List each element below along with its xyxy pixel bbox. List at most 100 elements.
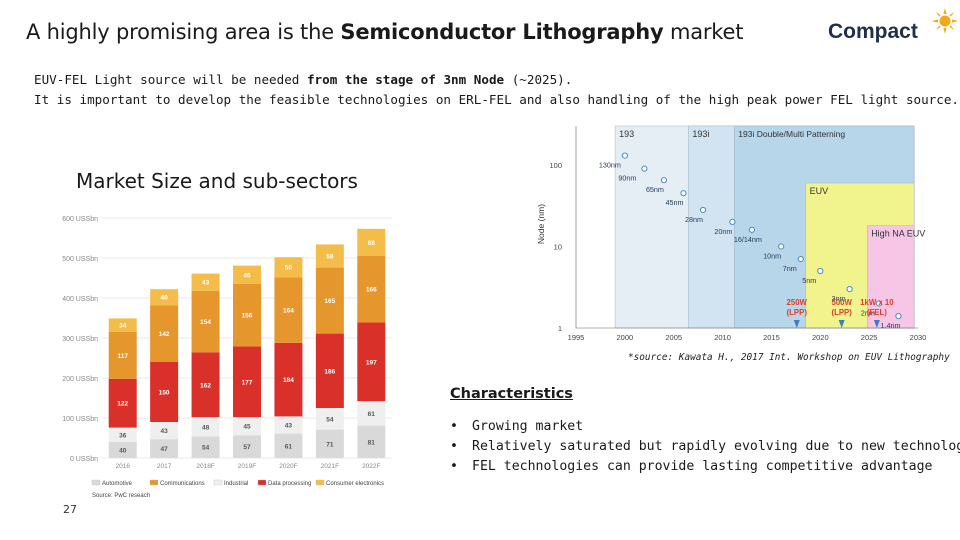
data-point xyxy=(680,190,687,197)
data-label: 186 xyxy=(324,368,335,375)
data-label: 40 xyxy=(161,295,169,302)
data-label: 71 xyxy=(326,441,334,448)
region-label: High NA EUV xyxy=(871,229,925,239)
bar-segment xyxy=(150,439,179,458)
data-label: 81 xyxy=(368,439,376,446)
x-tick-label: 2025 xyxy=(861,333,878,342)
point-label: 20nm xyxy=(714,227,732,236)
intro-line-1-prefix: EUV-FEL Light source will be needed xyxy=(34,72,307,87)
data-label: 45 xyxy=(243,424,251,431)
y-tick-label: 1 xyxy=(558,324,562,333)
data-point xyxy=(621,152,628,159)
bar-segment xyxy=(315,267,344,334)
bar-segment xyxy=(274,342,303,417)
y-axis-label: Node (nm) xyxy=(536,204,546,244)
legend-label: Automotive xyxy=(102,481,133,487)
data-point xyxy=(748,226,755,233)
data-label: 43 xyxy=(285,423,293,430)
y-tick-label: 0 USSbn xyxy=(70,456,98,463)
point-label: 16/14nm xyxy=(734,235,762,244)
bar-segment xyxy=(108,332,137,379)
x-tick-label: 2000 xyxy=(617,333,634,342)
data-label: 117 xyxy=(117,353,128,360)
intro-text: EUV-FEL Light source will be needed from… xyxy=(34,70,959,110)
data-label: 197 xyxy=(366,359,377,366)
data-point xyxy=(817,267,824,275)
bar-segment xyxy=(191,352,220,418)
bar-segment xyxy=(274,277,303,343)
region-label: 193i Double/Multi Patterning xyxy=(738,129,845,139)
bar-segment xyxy=(233,265,261,284)
title-prefix: A highly promising area is the xyxy=(26,20,341,44)
bar-segment xyxy=(315,333,344,408)
data-point xyxy=(797,255,804,263)
bar-segment xyxy=(191,436,220,458)
legend-swatch xyxy=(149,479,159,486)
annotation-label: (LPP) xyxy=(832,308,853,317)
bar-segment xyxy=(274,433,303,458)
x-tick-label: 2005 xyxy=(665,333,682,342)
bar-segment xyxy=(315,429,344,458)
x-tick-label: 1995 xyxy=(568,333,585,342)
x-tick-label: 2015 xyxy=(763,333,780,342)
data-label: 164 xyxy=(283,308,294,315)
legend-label: Data processing xyxy=(268,481,311,487)
legend-swatch xyxy=(213,479,223,486)
data-label: 177 xyxy=(242,379,253,386)
y-tick-label: 200 USSbn xyxy=(62,376,98,383)
title-highlight: Semiconductor Lithography xyxy=(340,20,664,44)
bar-segment xyxy=(357,401,386,426)
bar-segment xyxy=(315,408,344,430)
data-label: 61 xyxy=(368,411,376,418)
legend-swatch xyxy=(315,479,325,486)
section-title: Market Size and sub-sectors xyxy=(76,169,358,193)
y-tick-label: 100 USSbn xyxy=(62,416,98,423)
bar-segment xyxy=(357,256,386,323)
bar-segment xyxy=(150,305,179,362)
characteristic-item: Growing market xyxy=(450,417,960,437)
bar-segment xyxy=(191,273,220,291)
intro-line-1: EUV-FEL Light source will be needed from… xyxy=(34,70,959,90)
data-point xyxy=(699,206,707,214)
data-label: 54 xyxy=(202,445,210,452)
legend-swatch xyxy=(257,479,267,486)
x-tick-label: 2020 xyxy=(812,333,829,342)
y-tick-label: 100 xyxy=(549,161,562,170)
annotation-label: (LPP) xyxy=(787,308,808,317)
x-tick-label: 2019F xyxy=(238,463,256,470)
region-band xyxy=(866,225,915,329)
arrow-icon xyxy=(838,320,845,328)
chart-source: Source: PwC reseach xyxy=(92,493,150,499)
x-tick-label: 2030 xyxy=(910,333,927,342)
point-label: 7nm xyxy=(783,264,797,273)
data-label: 40 xyxy=(119,448,127,455)
x-tick-label: 2022F xyxy=(362,463,380,470)
data-label: 46 xyxy=(243,272,251,279)
characteristic-item: FEL technologies can provide lasting com… xyxy=(450,457,960,477)
legend-label: Consumer electronics xyxy=(326,481,384,487)
bar-segment xyxy=(150,362,179,422)
legend-label: Industrial xyxy=(224,481,248,487)
data-label: 156 xyxy=(242,313,253,320)
sun-icon xyxy=(932,8,958,34)
page-number: 27 xyxy=(63,503,77,516)
annotation-label: 500W xyxy=(832,298,853,307)
legend-label: Communications xyxy=(160,481,205,487)
data-point xyxy=(660,177,668,184)
company-logo: Compact xyxy=(828,8,958,48)
data-label: 184 xyxy=(283,377,294,384)
data-label: 50 xyxy=(285,265,293,272)
y-tick-label: 400 USSbn xyxy=(62,296,98,303)
bar-segment xyxy=(150,422,179,440)
data-label: 162 xyxy=(200,382,211,389)
bar-segment xyxy=(233,284,261,347)
point-label: 130nm xyxy=(599,161,621,170)
intro-line-2: It is important to develop the feasible … xyxy=(34,92,960,107)
bar-segment xyxy=(357,425,386,458)
intro-line-1-bold: from the stage of 3nm Node xyxy=(306,72,505,87)
x-tick-label: 2020F xyxy=(279,463,297,470)
bar-segment xyxy=(233,417,261,436)
data-label: 47 xyxy=(161,446,169,453)
y-tick-label: 300 USSbn xyxy=(62,336,98,343)
data-label: 166 xyxy=(366,287,377,294)
